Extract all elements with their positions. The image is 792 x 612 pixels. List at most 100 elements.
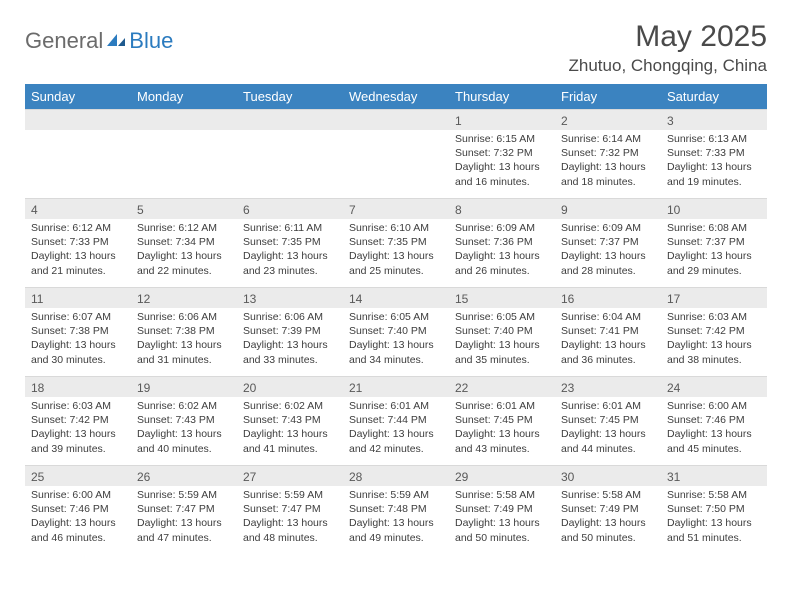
day-number — [131, 110, 237, 130]
sunrise-text: Sunrise: 6:00 AM — [31, 488, 125, 502]
sunset-text: Sunset: 7:43 PM — [243, 413, 337, 427]
sunrise-text: Sunrise: 6:05 AM — [455, 310, 549, 324]
day-number: 11 — [25, 288, 131, 308]
sunrise-text: Sunrise: 5:59 AM — [243, 488, 337, 502]
sunset-text: Sunset: 7:41 PM — [561, 324, 655, 338]
daylight-text: Daylight: 13 hours and 50 minutes. — [561, 516, 655, 544]
sunset-text: Sunset: 7:49 PM — [561, 502, 655, 516]
day-cell: 21Sunrise: 6:01 AMSunset: 7:44 PMDayligh… — [343, 377, 449, 465]
sunset-text: Sunset: 7:45 PM — [455, 413, 549, 427]
daylight-text: Daylight: 13 hours and 30 minutes. — [31, 338, 125, 366]
daylight-text: Daylight: 13 hours and 38 minutes. — [667, 338, 761, 366]
day-number: 29 — [449, 466, 555, 486]
day-number: 31 — [661, 466, 767, 486]
sunset-text: Sunset: 7:40 PM — [349, 324, 443, 338]
sunset-text: Sunset: 7:36 PM — [455, 235, 549, 249]
sunrise-text: Sunrise: 6:09 AM — [455, 221, 549, 235]
sunrise-text: Sunrise: 6:14 AM — [561, 132, 655, 146]
sunset-text: Sunset: 7:42 PM — [667, 324, 761, 338]
sunset-text: Sunset: 7:46 PM — [31, 502, 125, 516]
sunrise-text: Sunrise: 5:59 AM — [349, 488, 443, 502]
location-label: Zhutuo, Chongqing, China — [569, 56, 767, 76]
daylight-text: Daylight: 13 hours and 33 minutes. — [243, 338, 337, 366]
daylight-text: Daylight: 13 hours and 35 minutes. — [455, 338, 549, 366]
day-cell — [237, 110, 343, 198]
day-number: 18 — [25, 377, 131, 397]
day-content: Sunrise: 6:01 AMSunset: 7:45 PMDaylight:… — [555, 397, 661, 460]
sunrise-text: Sunrise: 5:58 AM — [667, 488, 761, 502]
week-row: 18Sunrise: 6:03 AMSunset: 7:42 PMDayligh… — [25, 376, 767, 465]
day-cell: 19Sunrise: 6:02 AMSunset: 7:43 PMDayligh… — [131, 377, 237, 465]
sunrise-text: Sunrise: 6:00 AM — [667, 399, 761, 413]
header: General Blue May 2025 Zhutuo, Chongqing,… — [25, 20, 767, 76]
sunrise-text: Sunrise: 6:01 AM — [561, 399, 655, 413]
sunrise-text: Sunrise: 6:08 AM — [667, 221, 761, 235]
day-content: Sunrise: 5:58 AMSunset: 7:50 PMDaylight:… — [661, 486, 767, 549]
day-cell: 9Sunrise: 6:09 AMSunset: 7:37 PMDaylight… — [555, 199, 661, 287]
day-number: 8 — [449, 199, 555, 219]
sunrise-text: Sunrise: 6:02 AM — [137, 399, 231, 413]
day-number: 27 — [237, 466, 343, 486]
daylight-text: Daylight: 13 hours and 48 minutes. — [243, 516, 337, 544]
day-content: Sunrise: 5:58 AMSunset: 7:49 PMDaylight:… — [555, 486, 661, 549]
daylight-text: Daylight: 13 hours and 47 minutes. — [137, 516, 231, 544]
day-cell — [25, 110, 131, 198]
daylight-text: Daylight: 13 hours and 40 minutes. — [137, 427, 231, 455]
sunset-text: Sunset: 7:39 PM — [243, 324, 337, 338]
day-cell — [343, 110, 449, 198]
day-cell: 10Sunrise: 6:08 AMSunset: 7:37 PMDayligh… — [661, 199, 767, 287]
day-number: 2 — [555, 110, 661, 130]
weekday-wednesday: Wednesday — [343, 84, 449, 109]
day-number: 17 — [661, 288, 767, 308]
day-cell: 20Sunrise: 6:02 AMSunset: 7:43 PMDayligh… — [237, 377, 343, 465]
daylight-text: Daylight: 13 hours and 22 minutes. — [137, 249, 231, 277]
daylight-text: Daylight: 13 hours and 18 minutes. — [561, 160, 655, 188]
day-content: Sunrise: 6:05 AMSunset: 7:40 PMDaylight:… — [343, 308, 449, 371]
day-number: 26 — [131, 466, 237, 486]
sunrise-text: Sunrise: 5:59 AM — [137, 488, 231, 502]
daylight-text: Daylight: 13 hours and 41 minutes. — [243, 427, 337, 455]
daylight-text: Daylight: 13 hours and 36 minutes. — [561, 338, 655, 366]
sunset-text: Sunset: 7:37 PM — [667, 235, 761, 249]
sunset-text: Sunset: 7:47 PM — [137, 502, 231, 516]
day-content: Sunrise: 6:06 AMSunset: 7:39 PMDaylight:… — [237, 308, 343, 371]
daylight-text: Daylight: 13 hours and 51 minutes. — [667, 516, 761, 544]
day-content: Sunrise: 6:05 AMSunset: 7:40 PMDaylight:… — [449, 308, 555, 371]
title-block: May 2025 Zhutuo, Chongqing, China — [569, 20, 767, 76]
logo: General Blue — [25, 20, 173, 54]
sunrise-text: Sunrise: 5:58 AM — [561, 488, 655, 502]
day-cell: 6Sunrise: 6:11 AMSunset: 7:35 PMDaylight… — [237, 199, 343, 287]
day-content: Sunrise: 6:07 AMSunset: 7:38 PMDaylight:… — [25, 308, 131, 371]
day-content: Sunrise: 5:58 AMSunset: 7:49 PMDaylight:… — [449, 486, 555, 549]
day-cell: 7Sunrise: 6:10 AMSunset: 7:35 PMDaylight… — [343, 199, 449, 287]
daylight-text: Daylight: 13 hours and 43 minutes. — [455, 427, 549, 455]
weekday-saturday: Saturday — [661, 84, 767, 109]
weekday-thursday: Thursday — [449, 84, 555, 109]
daylight-text: Daylight: 13 hours and 49 minutes. — [349, 516, 443, 544]
day-content: Sunrise: 6:02 AMSunset: 7:43 PMDaylight:… — [131, 397, 237, 460]
sunset-text: Sunset: 7:45 PM — [561, 413, 655, 427]
logo-sail-icon — [105, 32, 127, 50]
day-cell: 8Sunrise: 6:09 AMSunset: 7:36 PMDaylight… — [449, 199, 555, 287]
sunrise-text: Sunrise: 6:03 AM — [31, 399, 125, 413]
day-number — [343, 110, 449, 130]
page-title: May 2025 — [569, 20, 767, 54]
day-cell: 18Sunrise: 6:03 AMSunset: 7:42 PMDayligh… — [25, 377, 131, 465]
sunrise-text: Sunrise: 6:10 AM — [349, 221, 443, 235]
sunset-text: Sunset: 7:47 PM — [243, 502, 337, 516]
daylight-text: Daylight: 13 hours and 42 minutes. — [349, 427, 443, 455]
day-number: 15 — [449, 288, 555, 308]
sunrise-text: Sunrise: 6:06 AM — [137, 310, 231, 324]
sunrise-text: Sunrise: 6:01 AM — [349, 399, 443, 413]
sunset-text: Sunset: 7:44 PM — [349, 413, 443, 427]
weekday-sunday: Sunday — [25, 84, 131, 109]
daylight-text: Daylight: 13 hours and 28 minutes. — [561, 249, 655, 277]
sunset-text: Sunset: 7:32 PM — [561, 146, 655, 160]
daylight-text: Daylight: 13 hours and 44 minutes. — [561, 427, 655, 455]
day-content: Sunrise: 6:01 AMSunset: 7:45 PMDaylight:… — [449, 397, 555, 460]
day-cell: 24Sunrise: 6:00 AMSunset: 7:46 PMDayligh… — [661, 377, 767, 465]
day-number: 9 — [555, 199, 661, 219]
weekday-friday: Friday — [555, 84, 661, 109]
sunset-text: Sunset: 7:37 PM — [561, 235, 655, 249]
day-content: Sunrise: 6:10 AMSunset: 7:35 PMDaylight:… — [343, 219, 449, 282]
